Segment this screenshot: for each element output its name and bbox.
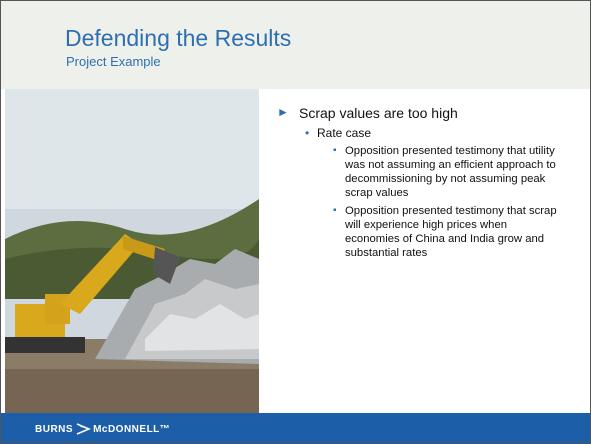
slide: Defending the Results Project Example Sc…	[0, 0, 591, 444]
bullet-level-3: Opposition presented testimony that scra…	[277, 204, 557, 260]
bullet-level-1: Scrap values are too high	[277, 105, 557, 121]
footer: BURNS McDONNELL™	[1, 413, 590, 443]
subtitle: Project Example	[66, 54, 161, 69]
title: Defending the Results	[65, 25, 291, 52]
photo	[5, 89, 259, 413]
bullet-list: Scrap values are too high Rate case Oppo…	[277, 105, 557, 260]
header: Defending the Results Project Example	[1, 1, 590, 89]
bullet-level-2: Rate case	[277, 126, 557, 140]
logo-text: BURNS	[35, 424, 73, 435]
logo-mark	[75, 422, 91, 436]
logo: BURNS McDONNELL™	[35, 422, 170, 436]
logo-text: McDONNELL™	[93, 424, 170, 435]
bullet-level-3: Opposition presented testimony that util…	[277, 144, 557, 200]
